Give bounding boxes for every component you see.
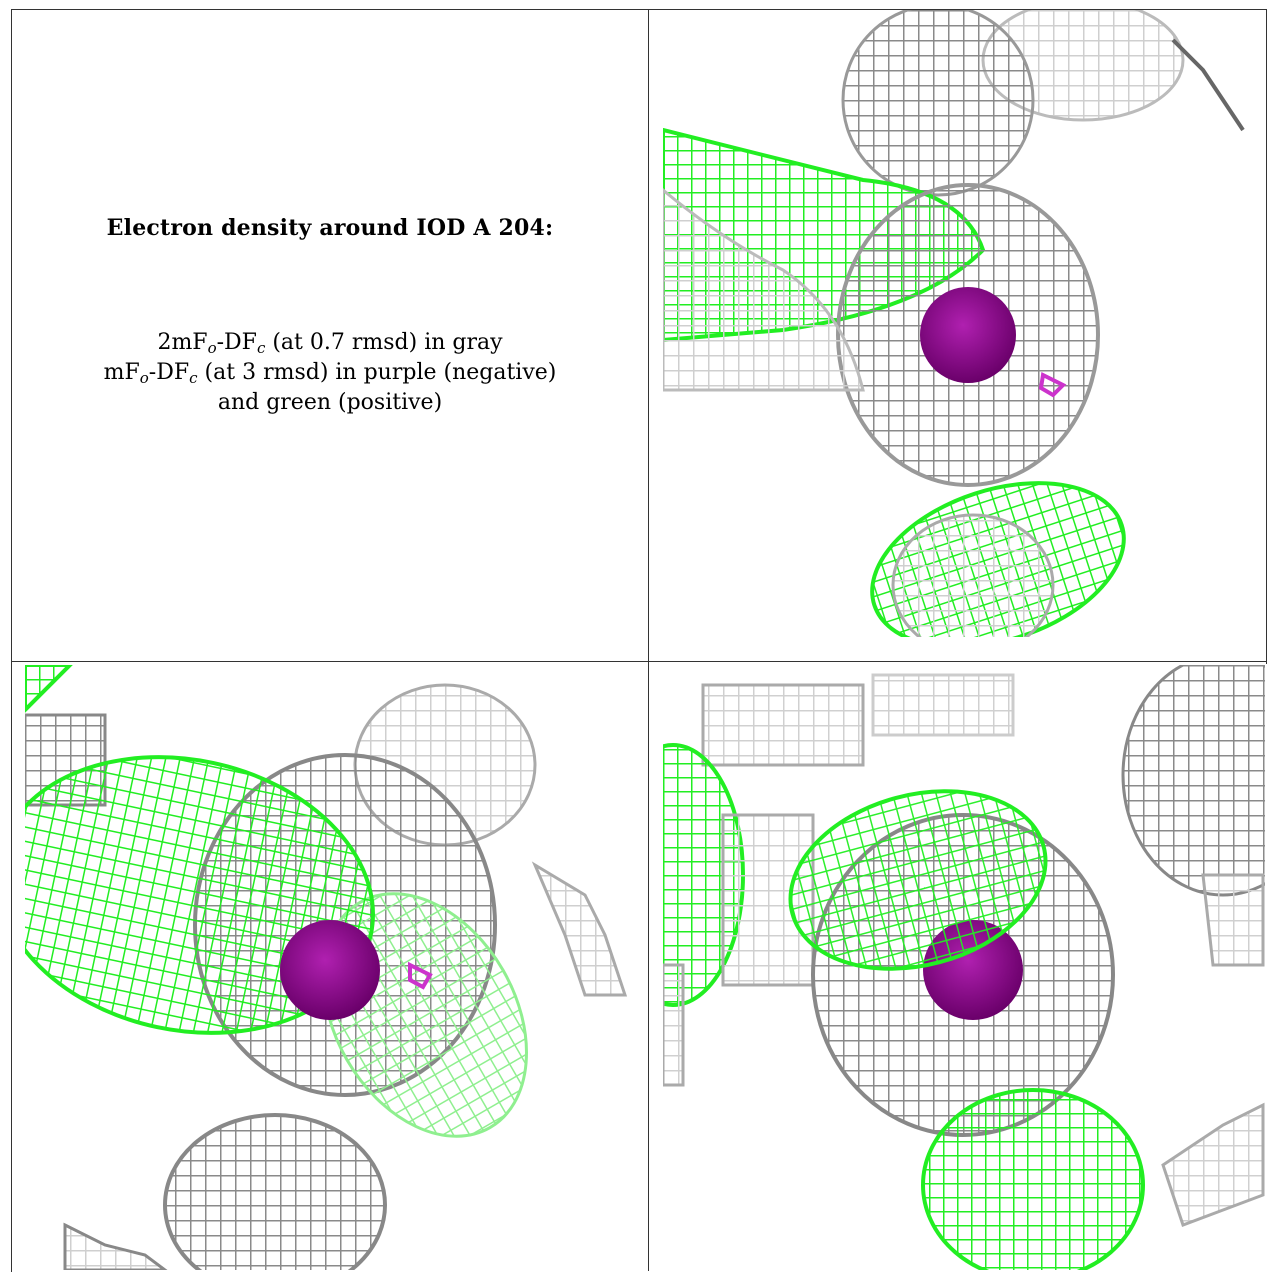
caption-title: Electron density around IOD A 204: — [106, 215, 554, 241]
caption-legend: 2mFo-DFc (at 0.7 rmsd) in gray mFo-DFc (… — [12, 328, 648, 418]
legend-subscript: c — [256, 339, 266, 357]
figure-table — [11, 9, 1267, 1272]
gray-mesh — [841, 10, 1035, 197]
density-view-top-right — [663, 10, 1265, 637]
legend-text: (at 3 rmsd) in purple (negative) — [197, 360, 557, 385]
gray-mesh — [663, 188, 865, 392]
legend-subscript: o — [207, 339, 217, 357]
legend-line-2fo-fc: 2mFo-DFc (at 0.7 rmsd) in gray — [12, 328, 648, 358]
mesh-render — [663, 665, 1265, 1270]
green-mesh — [25, 665, 73, 713]
gray-mesh — [1171, 38, 1245, 132]
green-mesh — [788, 789, 1048, 971]
gray-mesh — [63, 1222, 168, 1270]
legend-text: -DF — [216, 330, 257, 355]
gray-mesh — [1161, 1102, 1265, 1227]
density-view-bottom-right — [663, 665, 1265, 1270]
gray-mesh — [1121, 665, 1265, 897]
caption-cell: Electron density around IOD A 204: 2mFo-… — [12, 10, 648, 660]
green-mesh — [921, 1088, 1145, 1270]
purple-mesh — [1038, 371, 1067, 398]
table-divider-horizontal — [11, 661, 1266, 662]
legend-text: 2mF — [157, 330, 208, 355]
legend-text: (at 0.7 rmsd) in gray — [265, 330, 503, 355]
gray-mesh — [531, 861, 628, 997]
legend-text: mF — [103, 360, 140, 385]
gray-mesh — [663, 963, 685, 1087]
legend-text: -DF — [148, 360, 190, 385]
gray-mesh — [891, 513, 1055, 637]
mesh-render — [25, 665, 628, 1270]
iodine-atom — [280, 920, 380, 1020]
legend-line-fo-fc: mFo-DFc (at 3 rmsd) in purple (negative) — [12, 358, 648, 388]
legend-subscript: o — [139, 369, 149, 387]
legend-line-green: and green (positive) — [217, 390, 443, 415]
table-divider-right — [1266, 9, 1267, 664]
gray-mesh — [1201, 873, 1265, 967]
density-view-bottom-left — [25, 665, 647, 1270]
gray-mesh — [871, 673, 1015, 737]
gray-mesh — [163, 1113, 387, 1270]
green-mesh — [25, 755, 375, 1035]
legend-subscript: c — [189, 369, 198, 387]
iodine-atom — [920, 287, 1016, 383]
gray-mesh — [701, 683, 865, 767]
mesh-render — [663, 10, 1245, 637]
table-divider-vertical — [648, 9, 649, 1271]
purple-mesh — [408, 961, 433, 990]
